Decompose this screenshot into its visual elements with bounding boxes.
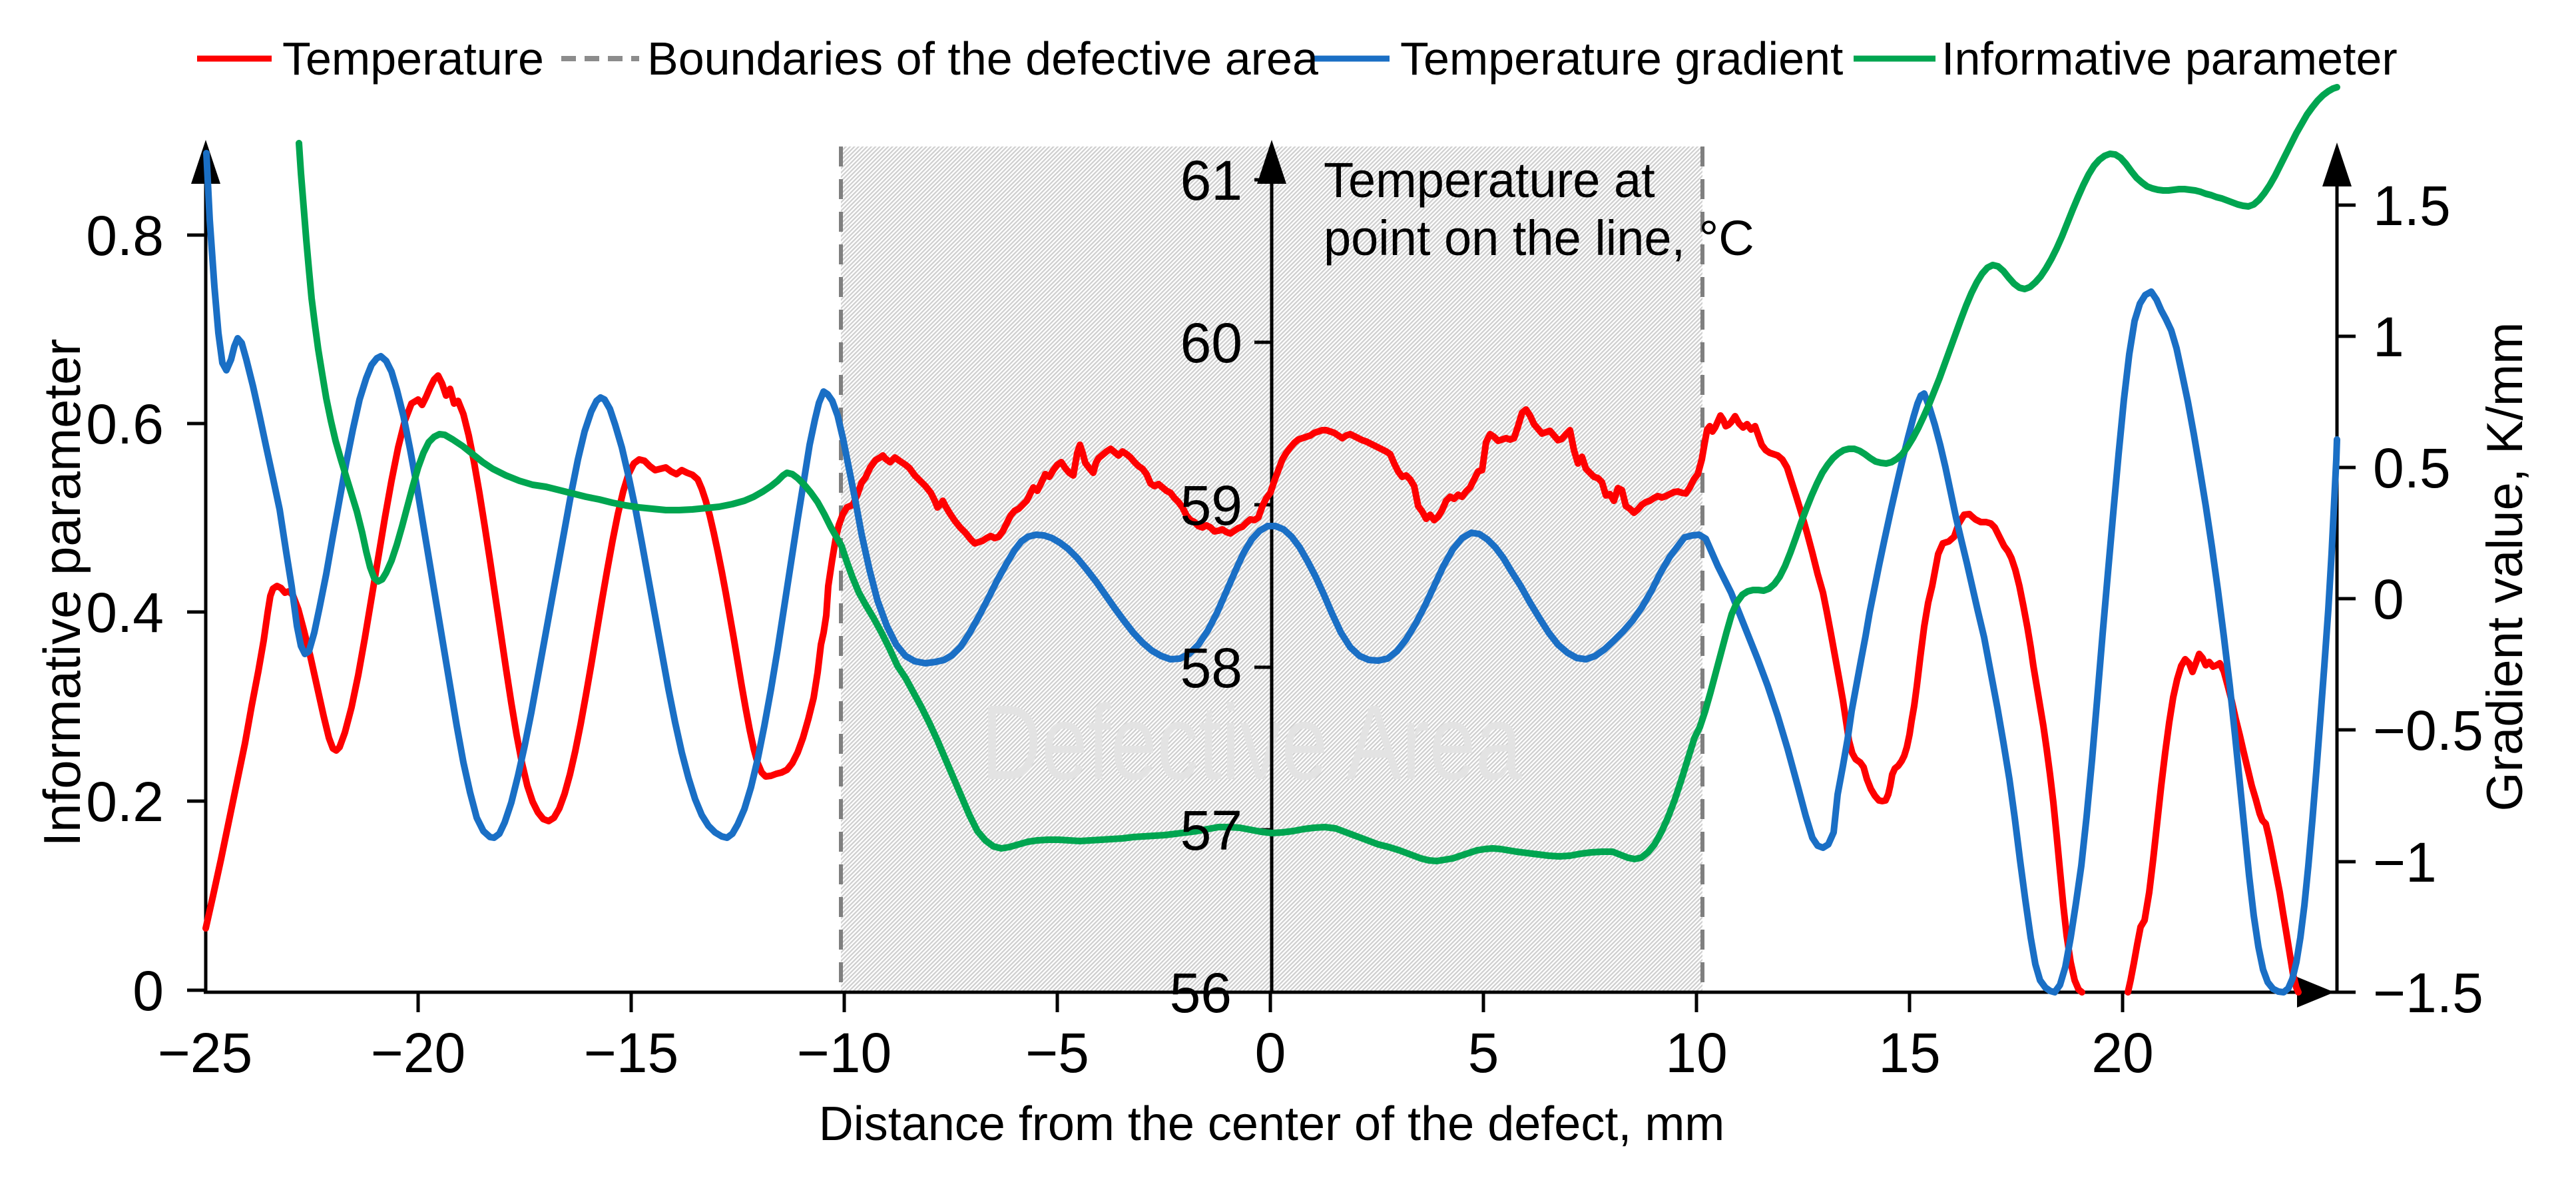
svg-text:0: 0 bbox=[1255, 1022, 1286, 1084]
svg-text:−5: −5 bbox=[1025, 1022, 1089, 1084]
svg-text:Gradient value, K/mm: Gradient value, K/mm bbox=[2477, 322, 2533, 812]
svg-text:5: 5 bbox=[1468, 1022, 1499, 1084]
svg-text:−1: −1 bbox=[2373, 831, 2437, 894]
svg-text:20: 20 bbox=[2091, 1022, 2153, 1084]
svg-text:0.2: 0.2 bbox=[86, 770, 164, 833]
svg-text:0: 0 bbox=[2373, 568, 2404, 631]
svg-text:15: 15 bbox=[1878, 1022, 1940, 1084]
svg-text:−10: −10 bbox=[797, 1022, 892, 1084]
svg-text:Temperature: Temperature bbox=[282, 33, 544, 85]
svg-text:Informative parameter: Informative parameter bbox=[33, 339, 91, 847]
svg-text:−25: −25 bbox=[158, 1022, 253, 1084]
svg-text:−1.5: −1.5 bbox=[2373, 962, 2483, 1024]
svg-text:Temperature gradient: Temperature gradient bbox=[1400, 33, 1843, 85]
svg-text:0.5: 0.5 bbox=[2373, 437, 2451, 499]
svg-text:−20: −20 bbox=[371, 1022, 466, 1084]
svg-text:58: 58 bbox=[1180, 637, 1242, 699]
svg-text:point on the line, °C: point on the line, °C bbox=[1324, 210, 1754, 266]
svg-text:Informative parameter: Informative parameter bbox=[1941, 33, 2398, 85]
svg-text:−0.5: −0.5 bbox=[2373, 699, 2483, 762]
svg-text:0.8: 0.8 bbox=[86, 204, 164, 267]
svg-text:60: 60 bbox=[1180, 312, 1242, 374]
svg-text:59: 59 bbox=[1180, 474, 1242, 537]
svg-text:Boundaries of the defective ar: Boundaries of the defective area bbox=[647, 33, 1318, 85]
svg-text:0.4: 0.4 bbox=[86, 581, 164, 644]
svg-text:1: 1 bbox=[2373, 306, 2404, 368]
svg-text:56: 56 bbox=[1170, 962, 1232, 1024]
svg-text:61: 61 bbox=[1180, 149, 1242, 212]
svg-text:0: 0 bbox=[132, 960, 164, 1022]
svg-text:10: 10 bbox=[1665, 1022, 1727, 1084]
svg-text:Distance from the center of th: Distance from the center of the defect, … bbox=[819, 1097, 1725, 1151]
svg-text:Defective Area: Defective Area bbox=[981, 683, 1522, 802]
svg-text:Temperature at: Temperature at bbox=[1324, 152, 1655, 208]
svg-text:57: 57 bbox=[1180, 799, 1242, 862]
svg-text:−15: −15 bbox=[584, 1022, 679, 1084]
svg-text:0.6: 0.6 bbox=[86, 393, 164, 455]
svg-text:1.5: 1.5 bbox=[2373, 174, 2451, 237]
